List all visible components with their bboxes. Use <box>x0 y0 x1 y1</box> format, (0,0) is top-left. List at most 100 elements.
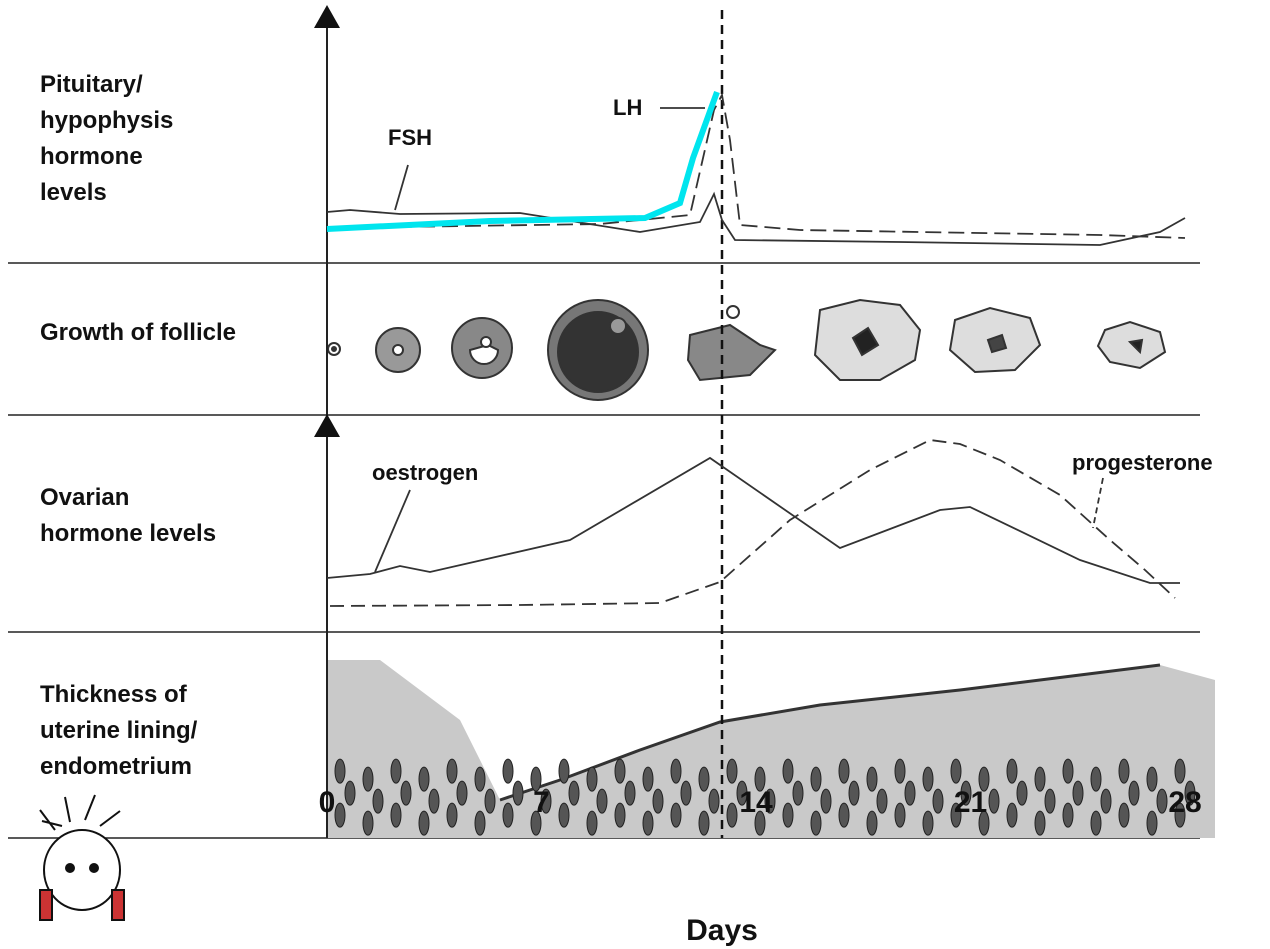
gland <box>1118 802 1130 828</box>
gland <box>1090 766 1102 792</box>
row-label: hypophysis <box>40 107 173 134</box>
gland <box>1118 758 1130 784</box>
gland <box>530 766 542 792</box>
gland <box>1034 810 1046 836</box>
gland <box>614 802 626 828</box>
gland <box>950 802 962 828</box>
gland <box>334 802 346 828</box>
gland <box>1174 758 1186 784</box>
gland <box>698 810 710 836</box>
gland <box>1006 758 1018 784</box>
axis-title: Days <box>686 914 758 947</box>
gland <box>838 758 850 784</box>
row-label: Growth of follicle <box>40 319 236 346</box>
gland <box>474 810 486 836</box>
row-label: Thickness of <box>40 681 188 708</box>
x-tick-label: 7 <box>533 786 550 819</box>
gland <box>782 758 794 784</box>
gland <box>1146 810 1158 836</box>
gland <box>820 788 832 814</box>
gland <box>866 810 878 836</box>
gland <box>698 766 710 792</box>
gland <box>1006 802 1018 828</box>
gland <box>1072 780 1084 806</box>
row-label: hormone <box>40 143 143 170</box>
gland <box>456 780 468 806</box>
gland <box>1128 780 1140 806</box>
gland <box>624 780 636 806</box>
gland <box>782 802 794 828</box>
gland <box>708 788 720 814</box>
gland <box>362 766 374 792</box>
gland <box>670 802 682 828</box>
row-label: Pituitary/ <box>40 71 143 98</box>
gland <box>372 788 384 814</box>
gland <box>334 758 346 784</box>
gland <box>502 758 514 784</box>
x-tick-label: 14 <box>739 786 773 819</box>
gland <box>922 766 934 792</box>
x-tick-label: 0 <box>319 786 336 819</box>
gland <box>1090 810 1102 836</box>
gland <box>1146 766 1158 792</box>
gland <box>390 758 402 784</box>
follicles <box>327 298 1167 401</box>
axes <box>314 5 724 838</box>
endometrium <box>327 660 1215 838</box>
gland <box>428 788 440 814</box>
gland <box>474 766 486 792</box>
gland <box>502 802 514 828</box>
gland <box>400 780 412 806</box>
gland <box>362 810 374 836</box>
gland <box>810 766 822 792</box>
gland <box>754 766 766 792</box>
row-label: endometrium <box>40 753 192 780</box>
cartoon <box>39 794 125 921</box>
gland <box>446 802 458 828</box>
gland <box>960 780 972 806</box>
gland <box>558 758 570 784</box>
gland <box>642 766 654 792</box>
gland <box>1100 788 1112 814</box>
gland <box>922 810 934 836</box>
gland <box>950 758 962 784</box>
gland <box>614 758 626 784</box>
gland <box>1156 788 1168 814</box>
gland <box>418 810 430 836</box>
gland <box>978 810 990 836</box>
curve-label: FSH <box>388 125 432 150</box>
gland <box>894 802 906 828</box>
gland <box>530 810 542 836</box>
gland <box>1062 758 1074 784</box>
gland <box>848 780 860 806</box>
gland <box>586 810 598 836</box>
gland <box>568 780 580 806</box>
gland <box>596 788 608 814</box>
gland <box>894 758 906 784</box>
curve-label: progesterone <box>1072 450 1213 475</box>
gland <box>1044 788 1056 814</box>
gland <box>512 780 524 806</box>
gland <box>754 810 766 836</box>
gland <box>932 788 944 814</box>
gland <box>390 802 402 828</box>
row-label: uterine lining/ <box>40 717 198 744</box>
x-tick-label: 21 <box>954 786 987 819</box>
gland <box>792 780 804 806</box>
gland <box>670 758 682 784</box>
gland <box>876 788 888 814</box>
gland <box>736 780 748 806</box>
gland <box>1062 802 1074 828</box>
gland <box>726 802 738 828</box>
gland <box>586 766 598 792</box>
row-label: levels <box>40 179 107 206</box>
gland <box>652 788 664 814</box>
gland <box>988 788 1000 814</box>
gland <box>764 788 776 814</box>
curve-label: LH <box>613 95 642 120</box>
gland <box>344 780 356 806</box>
gland <box>978 766 990 792</box>
gland <box>558 802 570 828</box>
